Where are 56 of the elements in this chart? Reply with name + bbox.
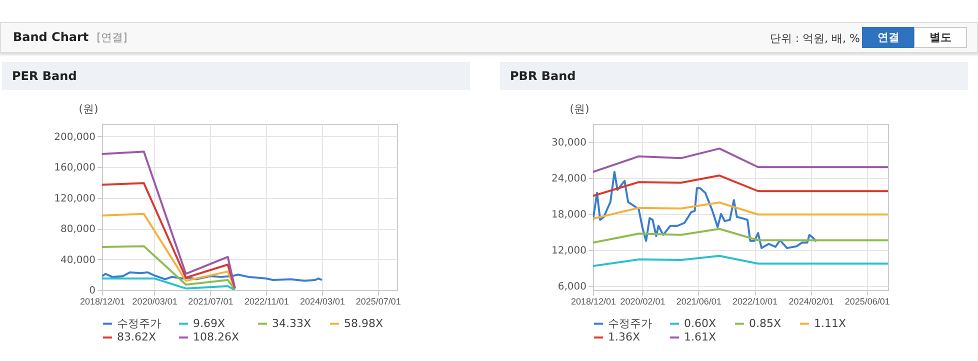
line-series — [102, 271, 323, 282]
text: 별도 — [914, 27, 967, 48]
legend-label: 수정주가 — [608, 316, 652, 330]
line-series — [102, 150, 236, 289]
line-series — [593, 148, 888, 173]
legend-label: 0.85X — [749, 316, 782, 330]
line-series — [102, 182, 236, 290]
y-tick-label: 0 — [89, 286, 96, 296]
text: 단위 : 억원, 배, % — [770, 31, 860, 46]
legend-label: 수정주가 — [117, 316, 161, 330]
legend-label: 83.62X — [117, 330, 156, 344]
legend-label: 1.36X — [608, 330, 640, 344]
x-tick-label: 2021/06/01 — [676, 296, 722, 306]
y-tick-label: 12,000 — [552, 245, 586, 256]
y-tick-label: 80,000 — [60, 224, 96, 236]
y-tick-label: 24,000 — [552, 173, 586, 184]
line-series — [593, 228, 888, 244]
y-tick-label: 120,000 — [54, 193, 96, 204]
x-tick-label: 2022/10/01 — [732, 296, 778, 306]
legend-label: 34.33X — [272, 316, 312, 330]
chart-title: PBR Band — [510, 69, 576, 83]
line-series — [102, 277, 236, 290]
x-tick-label: 2021/07/01 — [188, 296, 234, 306]
line-series — [593, 170, 818, 250]
line-series — [593, 202, 888, 220]
y-tick-label: 200,000 — [54, 132, 96, 143]
y-axis-title: (원) — [570, 102, 590, 116]
y-tick-label: 18,000 — [552, 209, 586, 220]
line-series — [102, 245, 236, 290]
x-tick-label: 2020/02/01 — [620, 296, 666, 306]
line-series — [593, 254, 888, 268]
legend-label: 58.98X — [344, 316, 384, 330]
y-tick-label: 40,000 — [60, 254, 96, 266]
x-tick-label: 2018/12/01 — [80, 296, 126, 306]
line-series — [102, 212, 236, 290]
x-tick-label: 2020/03/01 — [132, 296, 178, 306]
x-tick-label: 2022/11/01 — [244, 296, 289, 306]
line-series — [593, 174, 888, 197]
text: [연결] — [96, 31, 128, 44]
legend-label: 108.26X — [193, 330, 240, 344]
legend-label: 9.69X — [193, 316, 226, 330]
x-tick-label: 2024/02/01 — [788, 296, 834, 306]
legend-label: 1.11X — [814, 316, 846, 330]
legend-label: 1.61X — [684, 330, 716, 344]
text: Band Chart — [13, 30, 89, 44]
x-tick-label: 2024/03/01 — [300, 296, 345, 306]
y-tick-label: 30,000 — [552, 137, 586, 148]
y-axis-title: (원) — [78, 102, 98, 116]
chart-title: PER Band — [12, 69, 77, 83]
y-tick-label: 160,000 — [54, 162, 96, 174]
y-tick-label: 6,000 — [558, 281, 586, 292]
x-tick-label: 2025/07/01 — [356, 296, 401, 306]
x-tick-label: 2018/12/01 — [570, 296, 616, 306]
text: 연결 — [862, 27, 915, 48]
legend-label: 0.60X — [684, 316, 716, 330]
x-tick-label: 2025/06/01 — [844, 296, 890, 306]
